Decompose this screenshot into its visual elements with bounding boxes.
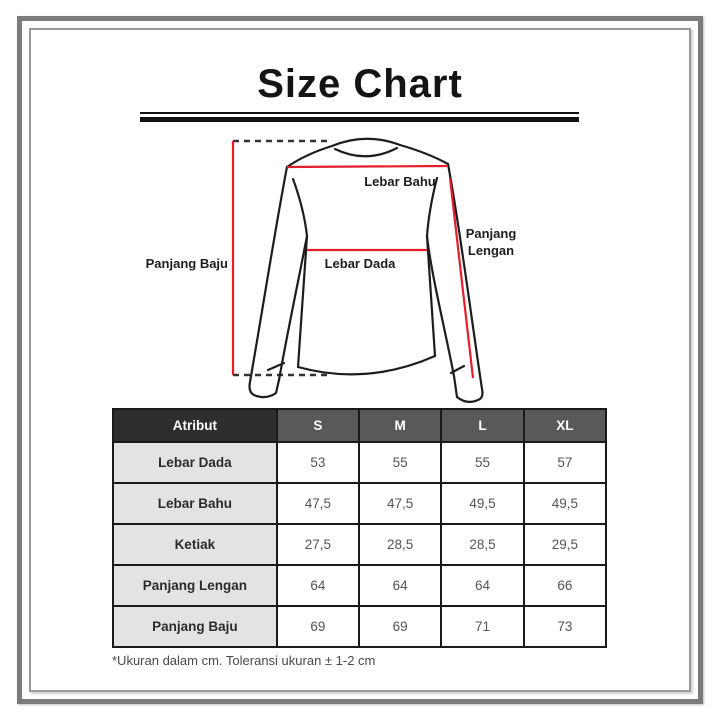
diagram-label-sleeve-line1: Panjang: [466, 226, 517, 241]
value-cell: 64: [440, 564, 525, 607]
table-header-row: Atribut S M L XL: [112, 408, 608, 443]
value-cell: 49,5: [440, 482, 525, 525]
diagram-label-shoulder: Lebar Bahu: [364, 174, 436, 189]
page-title: Size Chart: [257, 62, 463, 106]
table-row-lebar-bahu: Lebar Bahu 47,5 47,5 49,5 49,5: [112, 482, 608, 525]
measurement-line-shoulder: [286, 164, 449, 169]
value-cell: 69: [275, 605, 361, 648]
value-cell: 57: [522, 441, 608, 484]
table-row-ketiak: Ketiak 27,5 28,5 28,5 29,5: [112, 523, 608, 566]
footnote-text: *Ukuran dalam cm. Toleransi ukuran ± 1-2…: [112, 653, 376, 668]
attribute-cell: Ketiak: [112, 523, 278, 566]
table-header-size-s: S: [275, 408, 361, 443]
table-row-panjang-baju: Panjang Baju 69 69 71 73: [112, 605, 608, 648]
attribute-cell: Panjang Lengan: [112, 564, 278, 607]
value-cell: 27,5: [275, 523, 361, 566]
attribute-cell: Panjang Baju: [112, 605, 278, 648]
attribute-cell: Lebar Bahu: [112, 482, 278, 525]
value-cell: 55: [440, 441, 525, 484]
table-header-attribute: Atribut: [112, 408, 278, 443]
shirt-measurement-diagram: Lebar Bahu Lebar Dada Panjang Baju Panja…: [130, 133, 590, 408]
value-cell: 66: [522, 564, 608, 607]
value-cell: 71: [440, 605, 525, 648]
table-header-size-m: M: [357, 408, 443, 443]
diagram-label-chest: Lebar Dada: [325, 256, 397, 271]
dashed-guide-lines: [233, 139, 332, 377]
table-row-panjang-lengan: Panjang Lengan 64 64 64 66: [112, 564, 608, 607]
value-cell: 47,5: [275, 482, 361, 525]
outer-frame-border: [17, 16, 703, 704]
value-cell: 64: [357, 564, 443, 607]
value-cell: 49,5: [522, 482, 608, 525]
value-cell: 55: [357, 441, 443, 484]
measurement-line-sleeve: [448, 177, 475, 379]
attribute-cell: Lebar Dada: [112, 441, 278, 484]
table-header-size-xl: XL: [522, 408, 608, 443]
table-row-lebar-dada: Lebar Dada 53 55 55 57: [112, 441, 608, 484]
measurement-lines: [231, 141, 475, 379]
diagram-label-sleeve-line2: Lengan: [468, 243, 514, 258]
value-cell: 69: [357, 605, 443, 648]
diagram-label-body-length: Panjang Baju: [146, 256, 228, 271]
value-cell: 64: [275, 564, 361, 607]
size-table: Atribut S M L XL Lebar Dada 53 55 55 57 …: [112, 408, 608, 648]
table-header-size-l: L: [440, 408, 525, 443]
shirt-diagram-svg: Lebar Bahu Lebar Dada Panjang Baju Panja…: [146, 137, 517, 404]
inner-frame-border: [29, 28, 691, 692]
value-cell: 47,5: [357, 482, 443, 525]
value-cell: 28,5: [357, 523, 443, 566]
value-cell: 73: [522, 605, 608, 648]
shirt-outline: [248, 137, 484, 404]
title-divider-rule: [140, 112, 579, 122]
value-cell: 28,5: [440, 523, 525, 566]
value-cell: 29,5: [522, 523, 608, 566]
value-cell: 53: [275, 441, 361, 484]
